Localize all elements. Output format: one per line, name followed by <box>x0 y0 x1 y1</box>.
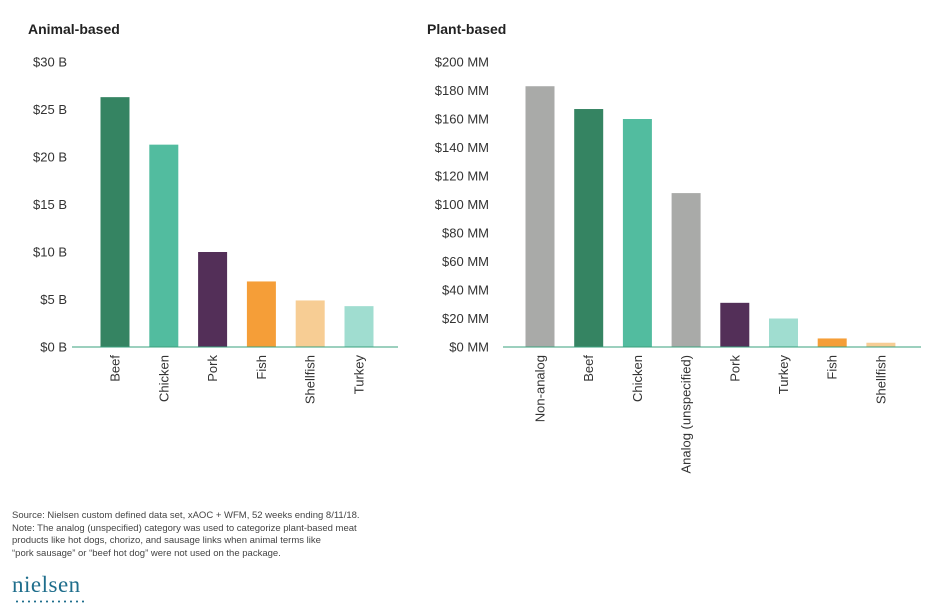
plant-bar <box>622 119 652 347</box>
plant-y-tick-label: $180 MM <box>435 83 489 98</box>
footnote: Source: Nielsen custom defined data set,… <box>12 510 452 560</box>
plant-y-tick-label: $40 MM <box>442 283 489 298</box>
footnote-source: Source: Nielsen custom defined data set,… <box>12 510 360 521</box>
plant-category-label: Chicken <box>630 355 645 402</box>
animal-category-label: Shellfish <box>303 355 318 404</box>
footnote-note-line-2: products like hot dogs, chorizo, and sau… <box>12 535 321 546</box>
plant-category-label: Shellfish <box>873 355 888 404</box>
plant-bar <box>671 193 701 347</box>
plant-chart-title: Plant-based <box>427 21 506 37</box>
plant-category-label: Beef <box>581 355 596 382</box>
animal-y-tick-label: $15 B <box>33 197 67 212</box>
plant-y-tick-label: $20 MM <box>442 311 489 326</box>
footnote-note-line-3: “pork sausage” or “beef hot dog” were no… <box>12 547 281 559</box>
animal-y-tick-label: $30 B <box>33 55 67 70</box>
plant-y-tick-label: $0 MM <box>449 340 489 355</box>
animal-y-tick-label: $10 B <box>33 245 67 260</box>
plant-y-tick-label: $160 MM <box>435 112 489 127</box>
plant-y-tick-label: $200 MM <box>435 55 489 70</box>
animal-category-label: Beef <box>108 355 123 382</box>
plant-bar <box>866 342 896 347</box>
animal-category-label: Chicken <box>156 355 171 402</box>
plant-y-tick-label: $80 MM <box>442 226 489 241</box>
animal-category-label: Fish <box>254 355 269 380</box>
plant-category-label: Non-analog <box>533 355 548 422</box>
animal-y-tick-label: $25 B <box>33 102 67 117</box>
plant-category-label: Analog (unspecified) <box>679 355 694 474</box>
animal-bar <box>100 97 130 348</box>
animal-bar <box>149 144 179 347</box>
plant-bar <box>574 109 604 348</box>
animal-y-tick-label: $20 B <box>33 150 67 165</box>
plant-category-label: Turkey <box>776 355 791 395</box>
plant-y-tick-label: $60 MM <box>442 254 489 269</box>
animal-bar <box>198 252 228 347</box>
animal-bar <box>344 306 374 347</box>
animal-bar <box>295 300 325 347</box>
nielsen-logo-dots <box>14 600 84 603</box>
animal-y-tick-label: $5 B <box>40 292 67 307</box>
nielsen-logo: nielsen <box>12 572 81 597</box>
plant-y-tick-label: $140 MM <box>435 140 489 155</box>
plant-category-label: Pork <box>727 355 742 382</box>
plant-y-tick-label: $120 MM <box>435 169 489 184</box>
animal-y-tick-label: $0 B <box>40 340 67 355</box>
animal-bar <box>246 281 276 347</box>
plant-bar <box>817 338 847 347</box>
animal-chart-title: Animal-based <box>28 21 120 37</box>
plant-category-label: Fish <box>825 355 840 380</box>
animal-category-label: Pork <box>205 355 220 382</box>
plant-bar <box>720 302 750 347</box>
plant-bar <box>525 86 555 347</box>
animal-category-label: Turkey <box>352 355 367 395</box>
footnote-note-line-1: Note: The analog (unspecified) category … <box>12 522 357 534</box>
plant-y-tick-label: $100 MM <box>435 197 489 212</box>
plant-bar <box>769 318 798 347</box>
